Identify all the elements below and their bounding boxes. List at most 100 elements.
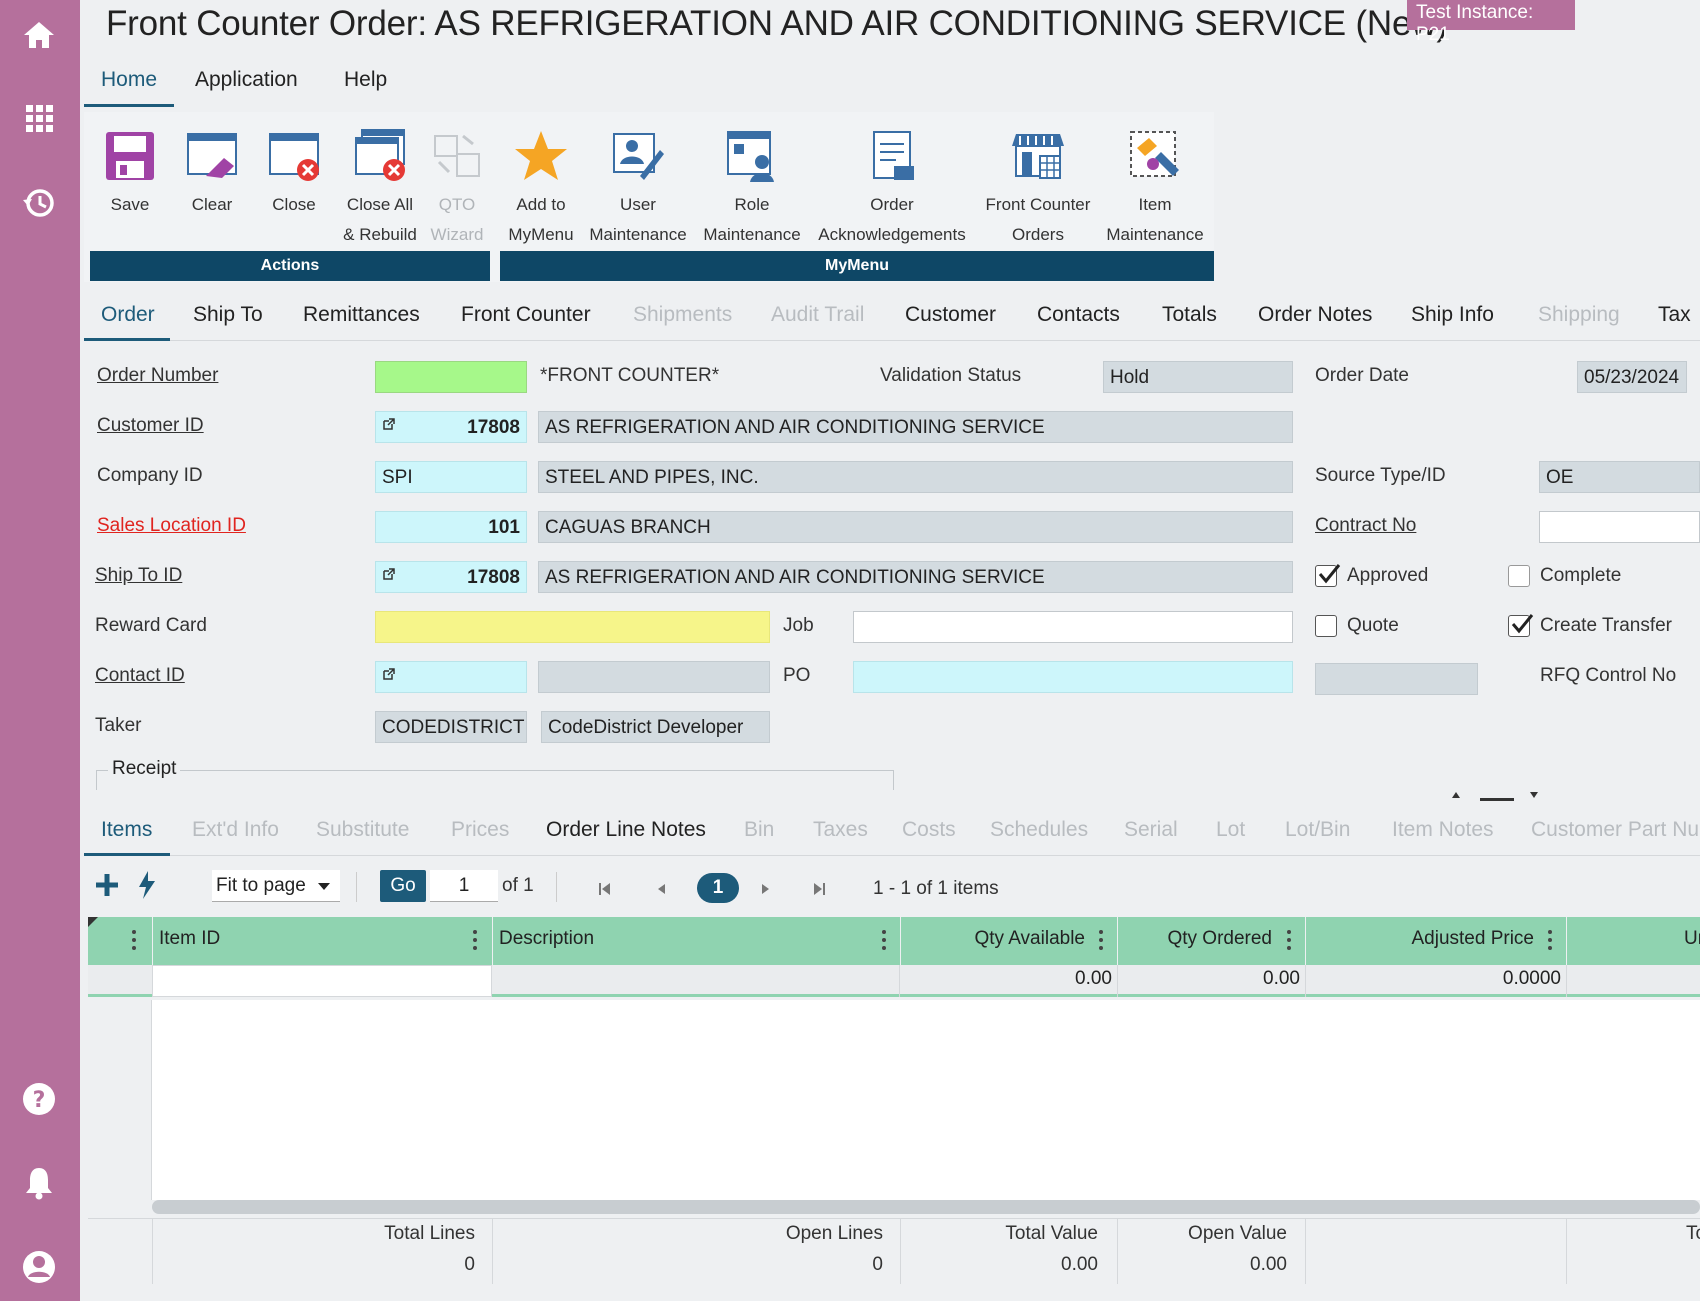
tab-totals[interactable]: Totals: [1162, 303, 1217, 326]
sales-location-label[interactable]: Sales Location ID: [97, 515, 246, 536]
column-menu-icon[interactable]: [472, 928, 478, 952]
tab-audit-trail[interactable]: Audit Trail: [771, 303, 865, 326]
tab-items[interactable]: Items: [101, 818, 153, 841]
external-link-icon[interactable]: [382, 567, 396, 581]
create-transfer-checkbox[interactable]: [1508, 614, 1534, 637]
order-number-label[interactable]: Order Number: [97, 365, 219, 386]
tab-costs[interactable]: Costs: [902, 818, 956, 841]
tab-customer[interactable]: Customer: [905, 303, 997, 326]
menu-help[interactable]: Help: [344, 68, 388, 91]
customer-id-field[interactable]: 17808: [375, 411, 527, 443]
adjusted-price-cell[interactable]: 0.0000: [1502, 968, 1561, 989]
help-icon[interactable]: ?: [18, 1078, 60, 1120]
column-header-description[interactable]: Description: [499, 928, 595, 949]
user-maintenance-button[interactable]: User Maintenance: [586, 128, 690, 250]
reward-card-field[interactable]: [375, 611, 770, 643]
apps-grid-icon[interactable]: [18, 97, 60, 139]
po-field[interactable]: [853, 661, 1293, 693]
contact-id-label[interactable]: Contact ID: [95, 665, 185, 686]
item-maintenance-button[interactable]: Item Maintenance: [1100, 128, 1210, 250]
tab-extd-info[interactable]: Ext'd Info: [192, 818, 279, 841]
column-menu-icon[interactable]: [1547, 928, 1553, 952]
tab-item-notes[interactable]: Item Notes: [1392, 818, 1494, 841]
ship-to-id-label[interactable]: Ship To ID: [95, 565, 183, 586]
save-button[interactable]: Save: [100, 128, 160, 220]
column-menu-icon[interactable]: [131, 928, 137, 952]
home-icon[interactable]: [18, 14, 60, 56]
item-id-cell[interactable]: [152, 965, 492, 997]
sales-location-field[interactable]: 101: [375, 511, 527, 543]
tab-front-counter[interactable]: Front Counter: [461, 303, 591, 326]
current-page-indicator[interactable]: 1: [697, 873, 739, 903]
tab-shipping[interactable]: Shipping: [1538, 303, 1620, 326]
column-menu-icon[interactable]: [1286, 928, 1292, 952]
tab-lot[interactable]: Lot: [1216, 818, 1246, 841]
tab-taxes[interactable]: Taxes: [813, 818, 868, 841]
column-header-adjusted-price[interactable]: Adjusted Price: [1411, 928, 1534, 949]
tab-tax[interactable]: Tax: [1658, 303, 1691, 326]
column-header-qty-ordered[interactable]: Qty Ordered: [1167, 928, 1272, 949]
quick-action-bolt-icon[interactable]: [136, 870, 158, 900]
approved-checkbox[interactable]: [1315, 564, 1341, 587]
close-button[interactable]: Close: [262, 128, 326, 220]
qty-ordered-cell[interactable]: 0.00: [1263, 968, 1300, 989]
column-menu-icon[interactable]: [1098, 928, 1104, 952]
external-link-icon[interactable]: [382, 417, 396, 431]
go-button[interactable]: Go: [380, 870, 426, 902]
panel-splitter-icon[interactable]: [1446, 788, 1546, 804]
order-date-field[interactable]: 05/23/2024: [1577, 361, 1687, 393]
first-page-icon[interactable]: [598, 882, 612, 896]
external-link-icon[interactable]: [382, 667, 396, 681]
history-icon[interactable]: [18, 182, 60, 224]
tab-schedules[interactable]: Schedules: [990, 818, 1089, 841]
column-header-item-id[interactable]: Item ID: [159, 928, 221, 949]
order-number-field[interactable]: [375, 361, 527, 393]
company-id-field[interactable]: SPI: [375, 461, 527, 493]
tab-remittances[interactable]: Remittances: [303, 303, 420, 326]
fit-to-page-select[interactable]: Fit to page: [212, 870, 340, 902]
horizontal-scrollbar[interactable]: [152, 1200, 1700, 1214]
column-menu-icon[interactable]: [881, 928, 887, 952]
tab-bin[interactable]: Bin: [744, 818, 775, 841]
contract-no-field[interactable]: [1539, 511, 1700, 543]
quote-checkbox[interactable]: [1315, 615, 1337, 637]
previous-page-icon[interactable]: [655, 882, 667, 896]
clear-button[interactable]: Clear: [180, 128, 244, 220]
customer-id-label[interactable]: Customer ID: [97, 415, 204, 436]
front-counter-orders-button[interactable]: Front Counter Orders: [978, 128, 1098, 250]
contact-id-field[interactable]: [375, 661, 527, 693]
sales-location-name-field: CAGUAS BRANCH: [538, 511, 1293, 543]
complete-checkbox[interactable]: [1508, 565, 1530, 587]
qto-wizard-button[interactable]: QTO Wizard: [425, 128, 489, 250]
tab-prices[interactable]: Prices: [451, 818, 510, 841]
tab-order-notes[interactable]: Order Notes: [1258, 303, 1373, 326]
tab-ship-to[interactable]: Ship To: [193, 303, 263, 326]
user-profile-icon[interactable]: [18, 1246, 60, 1288]
tab-lot-bin[interactable]: Lot/Bin: [1285, 818, 1351, 841]
orders-label: Orders: [1012, 225, 1064, 244]
last-page-icon[interactable]: [812, 882, 826, 896]
tab-substitute[interactable]: Substitute: [316, 818, 410, 841]
tab-ship-info[interactable]: Ship Info: [1411, 303, 1494, 326]
tab-serial[interactable]: Serial: [1124, 818, 1178, 841]
column-header-qty-available[interactable]: Qty Available: [974, 928, 1085, 949]
menu-application[interactable]: Application: [195, 68, 298, 91]
job-field[interactable]: [853, 611, 1293, 643]
ship-to-id-field[interactable]: 17808: [375, 561, 527, 593]
role-maintenance-button[interactable]: Role Maintenance: [700, 128, 804, 250]
tab-contacts[interactable]: Contacts: [1037, 303, 1120, 326]
contract-no-label[interactable]: Contract No: [1315, 515, 1417, 536]
tab-order-line-notes[interactable]: Order Line Notes: [546, 818, 706, 841]
tab-shipments[interactable]: Shipments: [633, 303, 733, 326]
menu-home[interactable]: Home: [101, 68, 158, 91]
next-page-icon[interactable]: [760, 882, 772, 896]
column-header-unit[interactable]: Ur: [1684, 928, 1700, 949]
tab-customer-part-number[interactable]: Customer Part Nur: [1531, 818, 1700, 841]
page-number-input[interactable]: 1: [430, 870, 498, 902]
order-acknowledgements-button[interactable]: Order Acknowledgements: [812, 128, 972, 250]
add-row-icon[interactable]: [94, 872, 120, 898]
close-all-rebuild-button[interactable]: Close All & Rebuild: [340, 128, 420, 250]
tab-order[interactable]: Order: [101, 303, 155, 326]
add-to-mymenu-button[interactable]: Add to MyMenu: [505, 128, 577, 250]
bell-icon[interactable]: [18, 1162, 60, 1204]
